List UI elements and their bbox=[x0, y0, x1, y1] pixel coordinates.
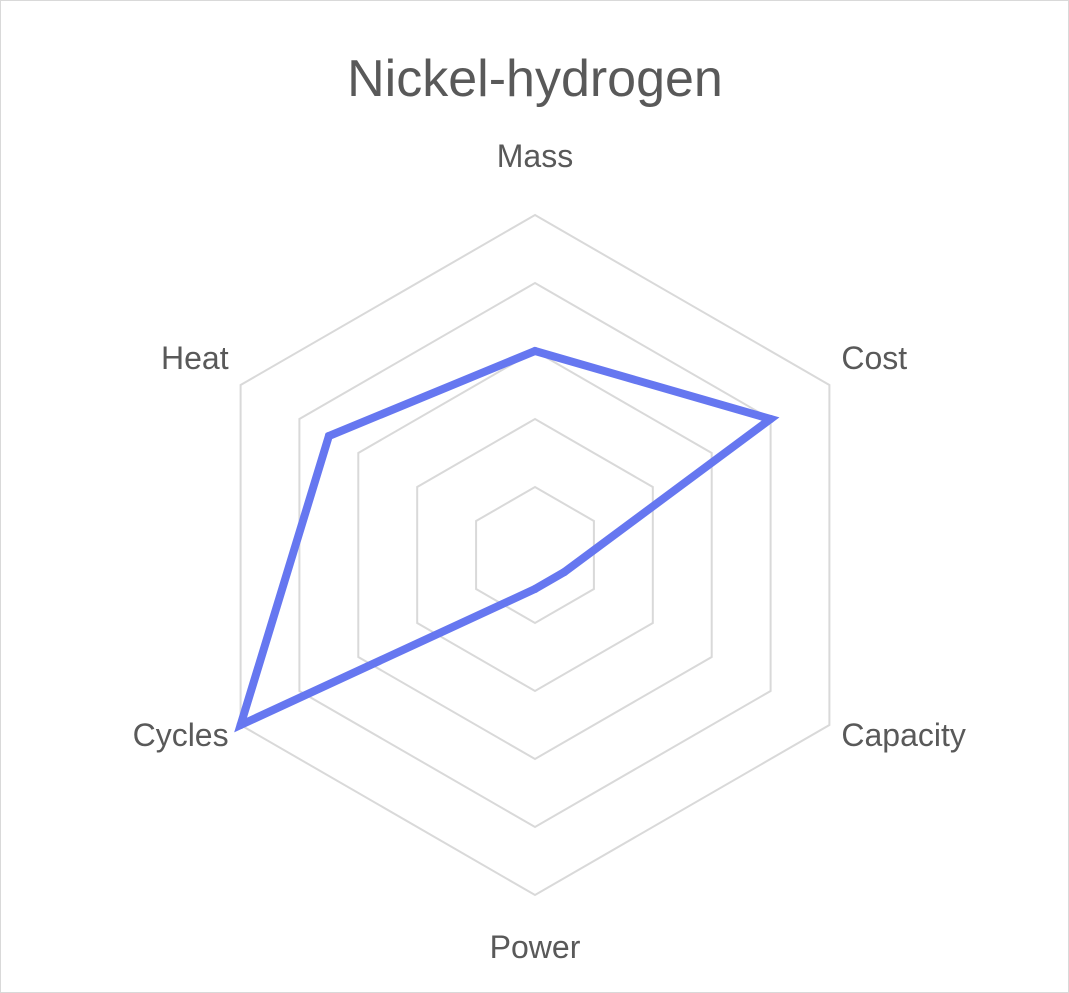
axis-labels: Mass Cost Capacity Power Cycles Heat bbox=[133, 138, 966, 965]
grid-ring bbox=[298, 281, 772, 829]
data-point-power bbox=[531, 585, 539, 593]
data-point-cycles bbox=[236, 721, 245, 729]
radar-grid bbox=[239, 213, 831, 897]
data-point-capacity bbox=[560, 568, 569, 576]
grid-ring bbox=[416, 417, 654, 693]
axis-label-power: Power bbox=[490, 929, 581, 965]
grid-ring bbox=[475, 485, 595, 625]
grid-ring bbox=[357, 349, 713, 761]
axis-label-cycles: Cycles bbox=[133, 717, 229, 753]
chart-title: Nickel-hydrogen bbox=[347, 50, 723, 108]
data-point-cost bbox=[766, 415, 775, 423]
data-point-mass bbox=[531, 347, 539, 355]
grid-ring bbox=[239, 213, 831, 897]
axis-label-heat: Heat bbox=[161, 340, 229, 376]
radar-series-layer bbox=[234, 346, 780, 733]
data-point-heat bbox=[324, 432, 333, 440]
axis-label-capacity: Capacity bbox=[841, 717, 966, 753]
axis-label-mass: Mass bbox=[497, 138, 573, 174]
axis-label-cost: Cost bbox=[841, 340, 907, 376]
